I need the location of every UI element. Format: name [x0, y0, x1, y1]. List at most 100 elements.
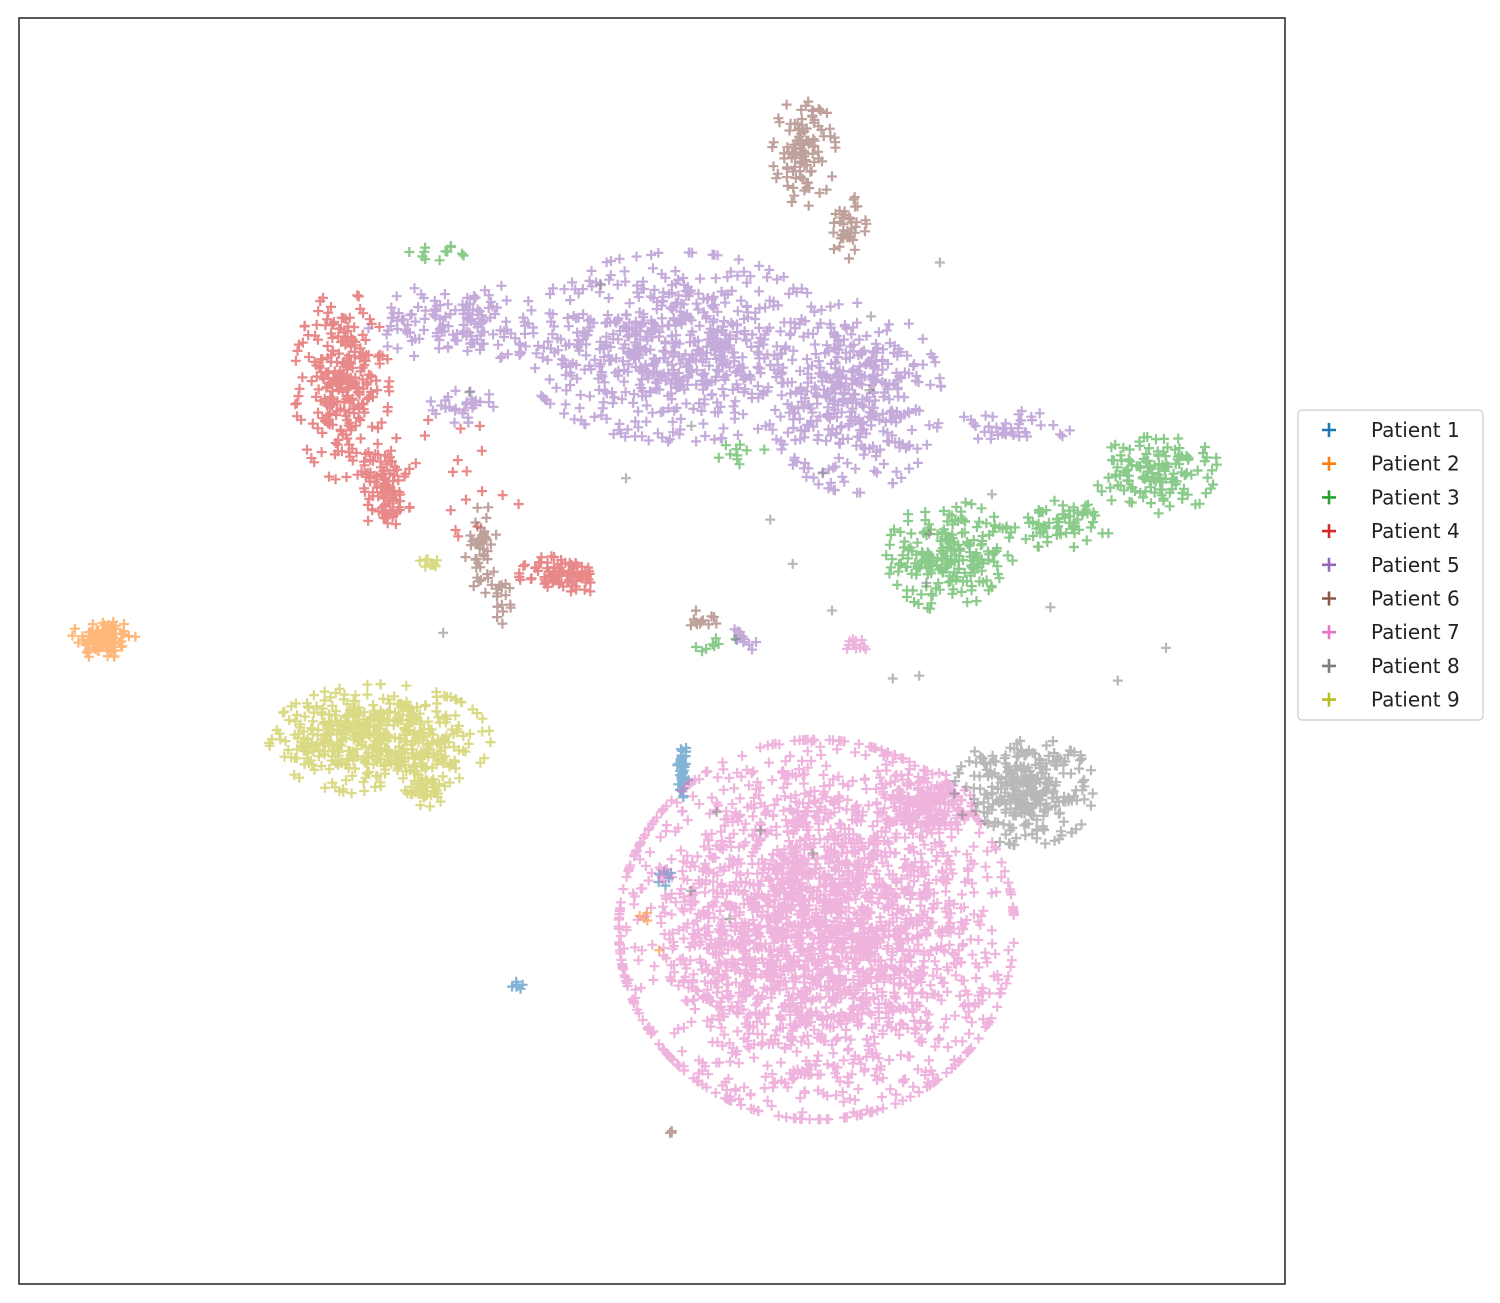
data-point [719, 289, 730, 300]
data-point [559, 408, 570, 419]
data-point [477, 486, 488, 497]
data-point [681, 398, 692, 409]
data-point [329, 366, 340, 377]
data-point [342, 334, 353, 345]
data-point [325, 377, 336, 388]
data-point [670, 297, 681, 308]
data-point [700, 431, 711, 441]
data-point [1007, 555, 1018, 566]
data-point [330, 449, 340, 460]
data-point [1032, 541, 1043, 552]
data-point [729, 356, 740, 367]
data-point [357, 362, 368, 373]
data-point [1024, 517, 1035, 528]
data-point [731, 379, 742, 390]
data-point [601, 413, 612, 424]
data-point [326, 328, 337, 339]
data-point [1164, 501, 1175, 512]
data-point [645, 291, 656, 302]
data-point [440, 246, 451, 257]
data-point [374, 358, 385, 369]
data-point [778, 271, 789, 282]
data-point [341, 384, 352, 395]
data-point [576, 561, 587, 572]
data-point [306, 376, 317, 387]
data-point [942, 536, 953, 547]
data-point [618, 343, 629, 354]
data-point [311, 371, 322, 382]
data-point [333, 348, 344, 359]
data-point [367, 392, 378, 402]
data-point [759, 444, 770, 455]
data-point [1119, 485, 1129, 496]
data-point [688, 403, 699, 414]
data-point [1072, 514, 1083, 525]
data-point [322, 368, 333, 378]
data-point [752, 381, 763, 392]
data-point [325, 408, 336, 419]
data-point [732, 306, 743, 317]
data-point [615, 326, 626, 337]
data-point [612, 279, 623, 290]
data-point [1144, 443, 1154, 454]
data-point [989, 511, 1000, 522]
data-point [660, 347, 671, 357]
data-point [885, 530, 896, 540]
data-point [667, 416, 678, 427]
data-point [720, 440, 731, 451]
data-point [701, 643, 712, 654]
data-point [118, 619, 129, 630]
data-point [771, 341, 782, 352]
data-point [971, 596, 982, 606]
data-point [653, 247, 664, 258]
data-point [69, 623, 80, 634]
points-layer [67, 96, 1222, 1138]
data-point [359, 483, 370, 494]
data-point [942, 516, 953, 527]
data-point [752, 362, 763, 373]
data-point [643, 435, 654, 446]
data-point [404, 247, 415, 257]
data-point [976, 565, 987, 576]
data-point [619, 376, 630, 387]
data-point [538, 392, 548, 403]
data-point [968, 551, 979, 562]
data-point [649, 284, 660, 295]
data-point [596, 410, 607, 421]
data-point [667, 359, 678, 370]
data-point [340, 360, 351, 371]
data-point [690, 355, 701, 366]
data-point [1088, 517, 1098, 528]
data-point [1042, 537, 1053, 548]
data-point [1161, 458, 1172, 469]
data-point [722, 272, 733, 283]
data-point [322, 341, 333, 351]
data-point [1207, 465, 1217, 476]
data-point [1028, 531, 1039, 541]
data-point [678, 273, 689, 283]
data-point [762, 325, 772, 336]
data-point [1138, 492, 1149, 503]
data-point [461, 466, 472, 477]
data-point [1131, 461, 1142, 472]
data-point [1146, 498, 1156, 509]
data-point [732, 270, 743, 281]
data-point [1170, 479, 1181, 490]
data-point [732, 450, 743, 461]
data-point [596, 358, 606, 369]
data-point [617, 356, 628, 367]
data-point [336, 312, 347, 323]
data-point [1004, 532, 1015, 543]
data-point [307, 418, 318, 429]
data-point [712, 333, 723, 344]
data-point [971, 522, 982, 533]
data-point [296, 414, 307, 425]
data-point [1043, 517, 1054, 528]
data-point [515, 574, 526, 585]
data-point [899, 536, 910, 547]
data-point [776, 390, 787, 401]
data-point [1103, 528, 1114, 539]
data-point [633, 422, 644, 433]
data-point [889, 524, 899, 535]
data-point [1143, 455, 1154, 466]
